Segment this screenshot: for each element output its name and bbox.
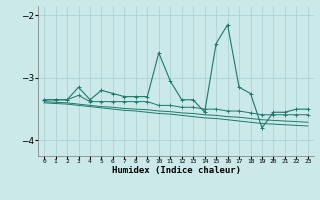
X-axis label: Humidex (Indice chaleur): Humidex (Indice chaleur) (111, 166, 241, 175)
